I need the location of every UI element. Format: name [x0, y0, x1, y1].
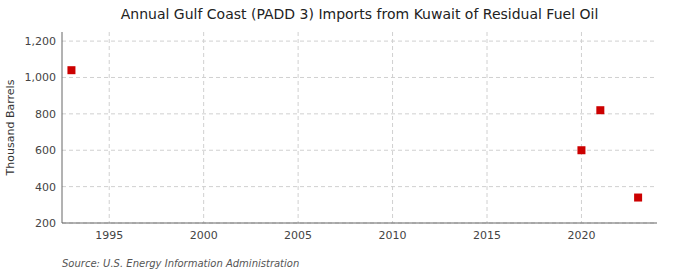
source-note: Source: U.S. Energy Information Administ…: [62, 258, 299, 269]
point: [634, 194, 642, 202]
x-grid-line: [392, 32, 393, 223]
x-axis-line: [62, 223, 657, 224]
x-grid-line: [109, 32, 110, 223]
y-tick-label: 1,200: [25, 35, 57, 48]
y-grid-line: [62, 186, 657, 187]
x-grid-line: [581, 32, 582, 223]
x-tick-label: 2020: [567, 229, 595, 242]
y-tick-label: 400: [35, 181, 56, 194]
grid: [62, 32, 657, 223]
point: [67, 66, 75, 74]
x-grid-line: [203, 32, 204, 223]
x-tick-label: 2015: [473, 229, 501, 242]
x-tick-label: 2005: [284, 229, 312, 242]
y-tick-label: 800: [35, 108, 56, 121]
y-grid-line: [62, 150, 657, 151]
y-axis-label: Thousand Barrels: [4, 79, 17, 176]
title: Annual Gulf Coast (PADD 3) Imports from …: [121, 6, 599, 22]
chart: Annual Gulf Coast (PADD 3) Imports from …: [0, 0, 675, 275]
x-grid-line: [298, 32, 299, 223]
y-tick-label: 600: [35, 144, 56, 157]
point: [577, 146, 585, 154]
x-tick-label: 2010: [379, 229, 407, 242]
point: [596, 106, 604, 114]
y-axis-line: [62, 32, 63, 223]
y-tick-label: 1,000: [25, 71, 57, 84]
y-grid-line: [62, 113, 657, 114]
points: [67, 66, 642, 201]
y-grid-line: [62, 223, 657, 224]
y-tick-label: 200: [35, 217, 56, 230]
x-grid-line: [487, 32, 488, 223]
y-grid-line: [62, 41, 657, 42]
x-tick-label: 2000: [190, 229, 218, 242]
y-grid-line: [62, 77, 657, 78]
x-tick-label: 1995: [95, 229, 123, 242]
